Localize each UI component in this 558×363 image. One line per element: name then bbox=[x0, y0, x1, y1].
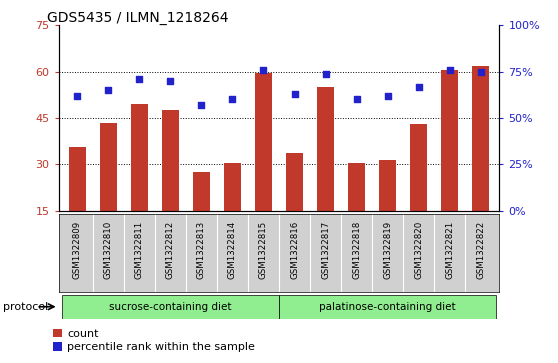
Text: GSM1322817: GSM1322817 bbox=[321, 220, 330, 279]
Point bbox=[228, 97, 237, 102]
Point bbox=[135, 76, 144, 82]
Text: GSM1322821: GSM1322821 bbox=[445, 220, 454, 279]
Text: palatinose-containing diet: palatinose-containing diet bbox=[319, 302, 456, 312]
Text: GSM1322811: GSM1322811 bbox=[135, 220, 144, 279]
Point bbox=[166, 78, 175, 84]
Bar bbox=[379, 160, 396, 257]
Point bbox=[414, 83, 423, 89]
Text: protocol: protocol bbox=[3, 302, 48, 312]
Point bbox=[197, 102, 206, 108]
Bar bbox=[224, 163, 241, 257]
Text: GSM1322822: GSM1322822 bbox=[477, 220, 485, 279]
Bar bbox=[100, 123, 117, 257]
Legend: count, percentile rank within the sample: count, percentile rank within the sample bbox=[53, 329, 256, 352]
Bar bbox=[193, 172, 210, 257]
Text: GSM1322820: GSM1322820 bbox=[414, 220, 423, 279]
Text: GSM1322819: GSM1322819 bbox=[383, 220, 392, 278]
Text: GSM1322812: GSM1322812 bbox=[166, 220, 175, 279]
Text: GDS5435 / ILMN_1218264: GDS5435 / ILMN_1218264 bbox=[47, 11, 229, 25]
Text: GSM1322816: GSM1322816 bbox=[290, 220, 299, 279]
FancyBboxPatch shape bbox=[279, 294, 496, 319]
Point bbox=[321, 71, 330, 77]
Bar bbox=[410, 124, 427, 257]
Point bbox=[290, 91, 299, 97]
Bar bbox=[472, 66, 489, 257]
Point bbox=[73, 93, 81, 99]
Text: GSM1322810: GSM1322810 bbox=[104, 220, 113, 279]
Point bbox=[445, 67, 454, 73]
Bar bbox=[69, 147, 86, 257]
Text: GSM1322813: GSM1322813 bbox=[197, 220, 206, 279]
Point bbox=[104, 87, 113, 93]
Bar bbox=[255, 73, 272, 257]
Text: GSM1322809: GSM1322809 bbox=[73, 220, 81, 278]
Point bbox=[383, 93, 392, 99]
Bar bbox=[348, 163, 365, 257]
Bar bbox=[441, 70, 458, 257]
Point bbox=[477, 69, 485, 75]
Text: GSM1322815: GSM1322815 bbox=[259, 220, 268, 279]
Bar bbox=[131, 104, 148, 257]
Bar bbox=[162, 110, 179, 257]
Point bbox=[259, 67, 268, 73]
Text: GSM1322814: GSM1322814 bbox=[228, 220, 237, 279]
FancyBboxPatch shape bbox=[62, 294, 279, 319]
Bar bbox=[286, 154, 303, 257]
Text: GSM1322818: GSM1322818 bbox=[352, 220, 361, 279]
Bar bbox=[317, 87, 334, 257]
Point bbox=[352, 97, 361, 102]
Text: sucrose-containing diet: sucrose-containing diet bbox=[109, 302, 232, 312]
